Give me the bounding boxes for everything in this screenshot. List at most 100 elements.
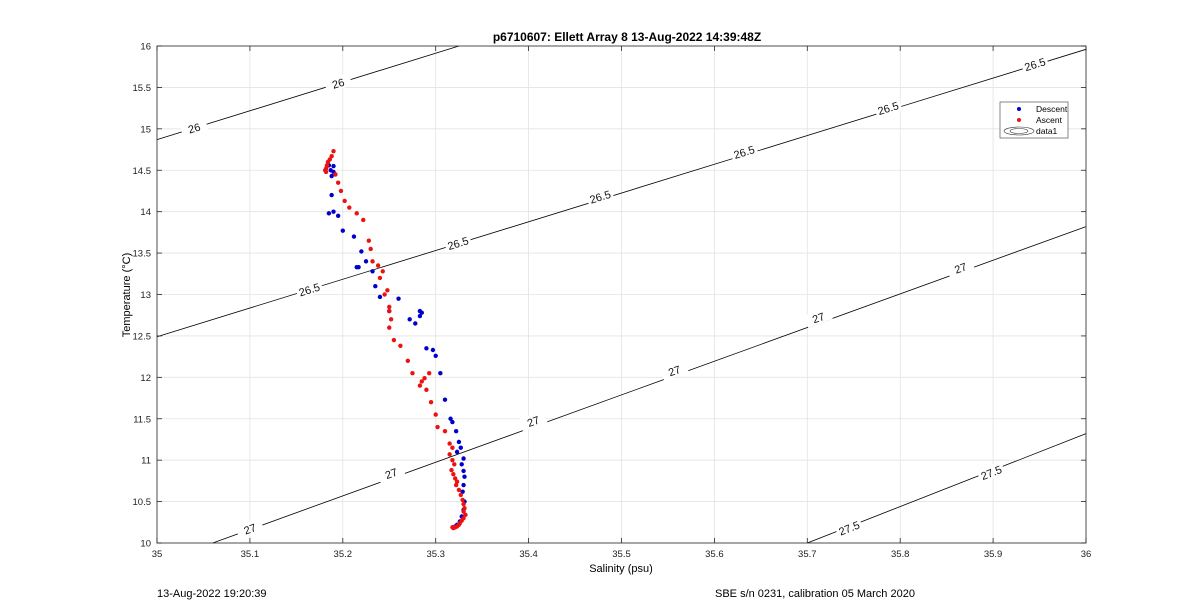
- ascent-point: [387, 308, 392, 314]
- contour-label-bg: [323, 72, 353, 93]
- descent-point: [461, 468, 466, 474]
- ascent-point: [370, 259, 375, 264]
- legend-descent-marker: [1017, 107, 1021, 111]
- descent-point: [442, 397, 448, 402]
- contour-label: 26.5: [446, 235, 470, 253]
- descent-point: [407, 317, 412, 322]
- contour-label: 26: [331, 77, 346, 92]
- contour-label-bg: [803, 306, 833, 328]
- contour-label: 27: [242, 522, 258, 537]
- contour-label: 27: [526, 414, 542, 429]
- descent-point: [377, 294, 383, 300]
- descent-point: [370, 269, 375, 274]
- descent-point: [329, 192, 334, 198]
- contour-label-bg: [235, 517, 265, 539]
- contour-label-bg: [976, 461, 1006, 483]
- contour-label-bg: [873, 97, 903, 118]
- contour-label-bg: [376, 462, 406, 484]
- ascent-point: [450, 457, 455, 463]
- y-tick-label: 13.5: [133, 249, 152, 260]
- descent-point: [438, 370, 443, 376]
- ascent-point: [366, 238, 372, 243]
- ascent-point: [387, 325, 392, 330]
- legend-contour-marker: [1003, 126, 1035, 136]
- descent-point: [354, 264, 359, 270]
- descent-point: [326, 211, 332, 216]
- descent-point: [331, 209, 336, 214]
- ascent-point: [391, 337, 397, 343]
- ascent-point: [385, 288, 390, 293]
- contour-label-bg: [659, 359, 689, 381]
- ascent-point: [451, 472, 456, 477]
- descent-point: [396, 296, 401, 301]
- y-tick-label: 14: [140, 207, 151, 218]
- descent-point: [430, 347, 436, 353]
- descent-point: [335, 213, 341, 219]
- contour-label-bg: [729, 141, 759, 162]
- contour-label: 27: [811, 311, 827, 326]
- ascent-point: [447, 452, 452, 457]
- ascent-point: [435, 424, 440, 430]
- legend-contour-label: data1: [1036, 126, 1058, 136]
- ascent-point: [333, 172, 338, 177]
- ascent-point: [419, 379, 424, 384]
- ascent-point: [428, 399, 434, 405]
- y-tick-label: 11: [141, 456, 151, 467]
- descent-point: [461, 482, 466, 488]
- contour-line-27: [212, 226, 1087, 544]
- ascent-point: [323, 169, 329, 175]
- ascent-point: [462, 506, 467, 511]
- ascent-point: [426, 370, 432, 376]
- contour-label: 27.5: [837, 520, 861, 539]
- ascent-point: [410, 370, 415, 376]
- descent-point: [459, 462, 464, 467]
- chart-title: p6710607: Ellett Array 8 13-Aug-2022 14:…: [493, 30, 761, 44]
- ascent-point: [325, 159, 331, 165]
- contour-label-bg: [179, 117, 209, 138]
- descent-point: [351, 234, 357, 239]
- legend-contour-marker-inner: [1009, 128, 1029, 134]
- contour-label: 26.5: [876, 100, 900, 118]
- ascent-point: [461, 501, 466, 507]
- ascent-point: [382, 292, 387, 297]
- contour-label-bg: [1020, 53, 1050, 74]
- ascent-point: [453, 476, 458, 481]
- descent-point: [373, 284, 378, 289]
- ascent-point: [342, 198, 347, 204]
- descent-point: [413, 321, 418, 326]
- descent-point: [454, 449, 460, 455]
- ascent-point: [461, 509, 466, 514]
- contour-label: 26.5: [588, 189, 612, 207]
- x-tick-label: 35.4: [519, 549, 538, 560]
- ascent-point: [354, 211, 359, 216]
- descent-point: [450, 419, 455, 425]
- ascent-point: [324, 163, 330, 169]
- descent-point: [460, 489, 465, 494]
- contour-line-26: [156, 45, 460, 140]
- ascent-point: [449, 467, 454, 473]
- descent-point: [329, 173, 334, 179]
- x-tick-label: 35.7: [798, 549, 817, 560]
- descent-point: [419, 310, 424, 315]
- descent-point: [433, 353, 438, 358]
- ascent-point: [335, 180, 341, 185]
- footer-timestamp: 13-Aug-2022 19:20:39: [157, 588, 267, 600]
- contour-label: 26.5: [1023, 56, 1047, 74]
- contour-label: 26.5: [298, 282, 322, 300]
- ascent-point: [454, 479, 460, 484]
- descent-point: [359, 249, 364, 254]
- legend[interactable]: Descent Ascent data1: [999, 101, 1069, 139]
- ascent-point: [453, 482, 459, 488]
- contour-label-bg: [294, 279, 324, 300]
- descent-point: [456, 439, 462, 445]
- ascent-point: [398, 343, 403, 349]
- ascent-point: [458, 492, 463, 498]
- grid-lines: [156, 45, 1087, 544]
- ascent-point: [375, 263, 381, 268]
- axis-ticks: 35 35.1 35.2 35.3 35.4 35.5 35.6 35.7 35.8 35.9 36…: [133, 42, 1092, 561]
- x-tick-label: 35.5: [612, 549, 631, 560]
- contour-label-bg: [585, 186, 615, 207]
- legend-box: [999, 101, 1069, 139]
- ascent-point: [361, 217, 366, 223]
